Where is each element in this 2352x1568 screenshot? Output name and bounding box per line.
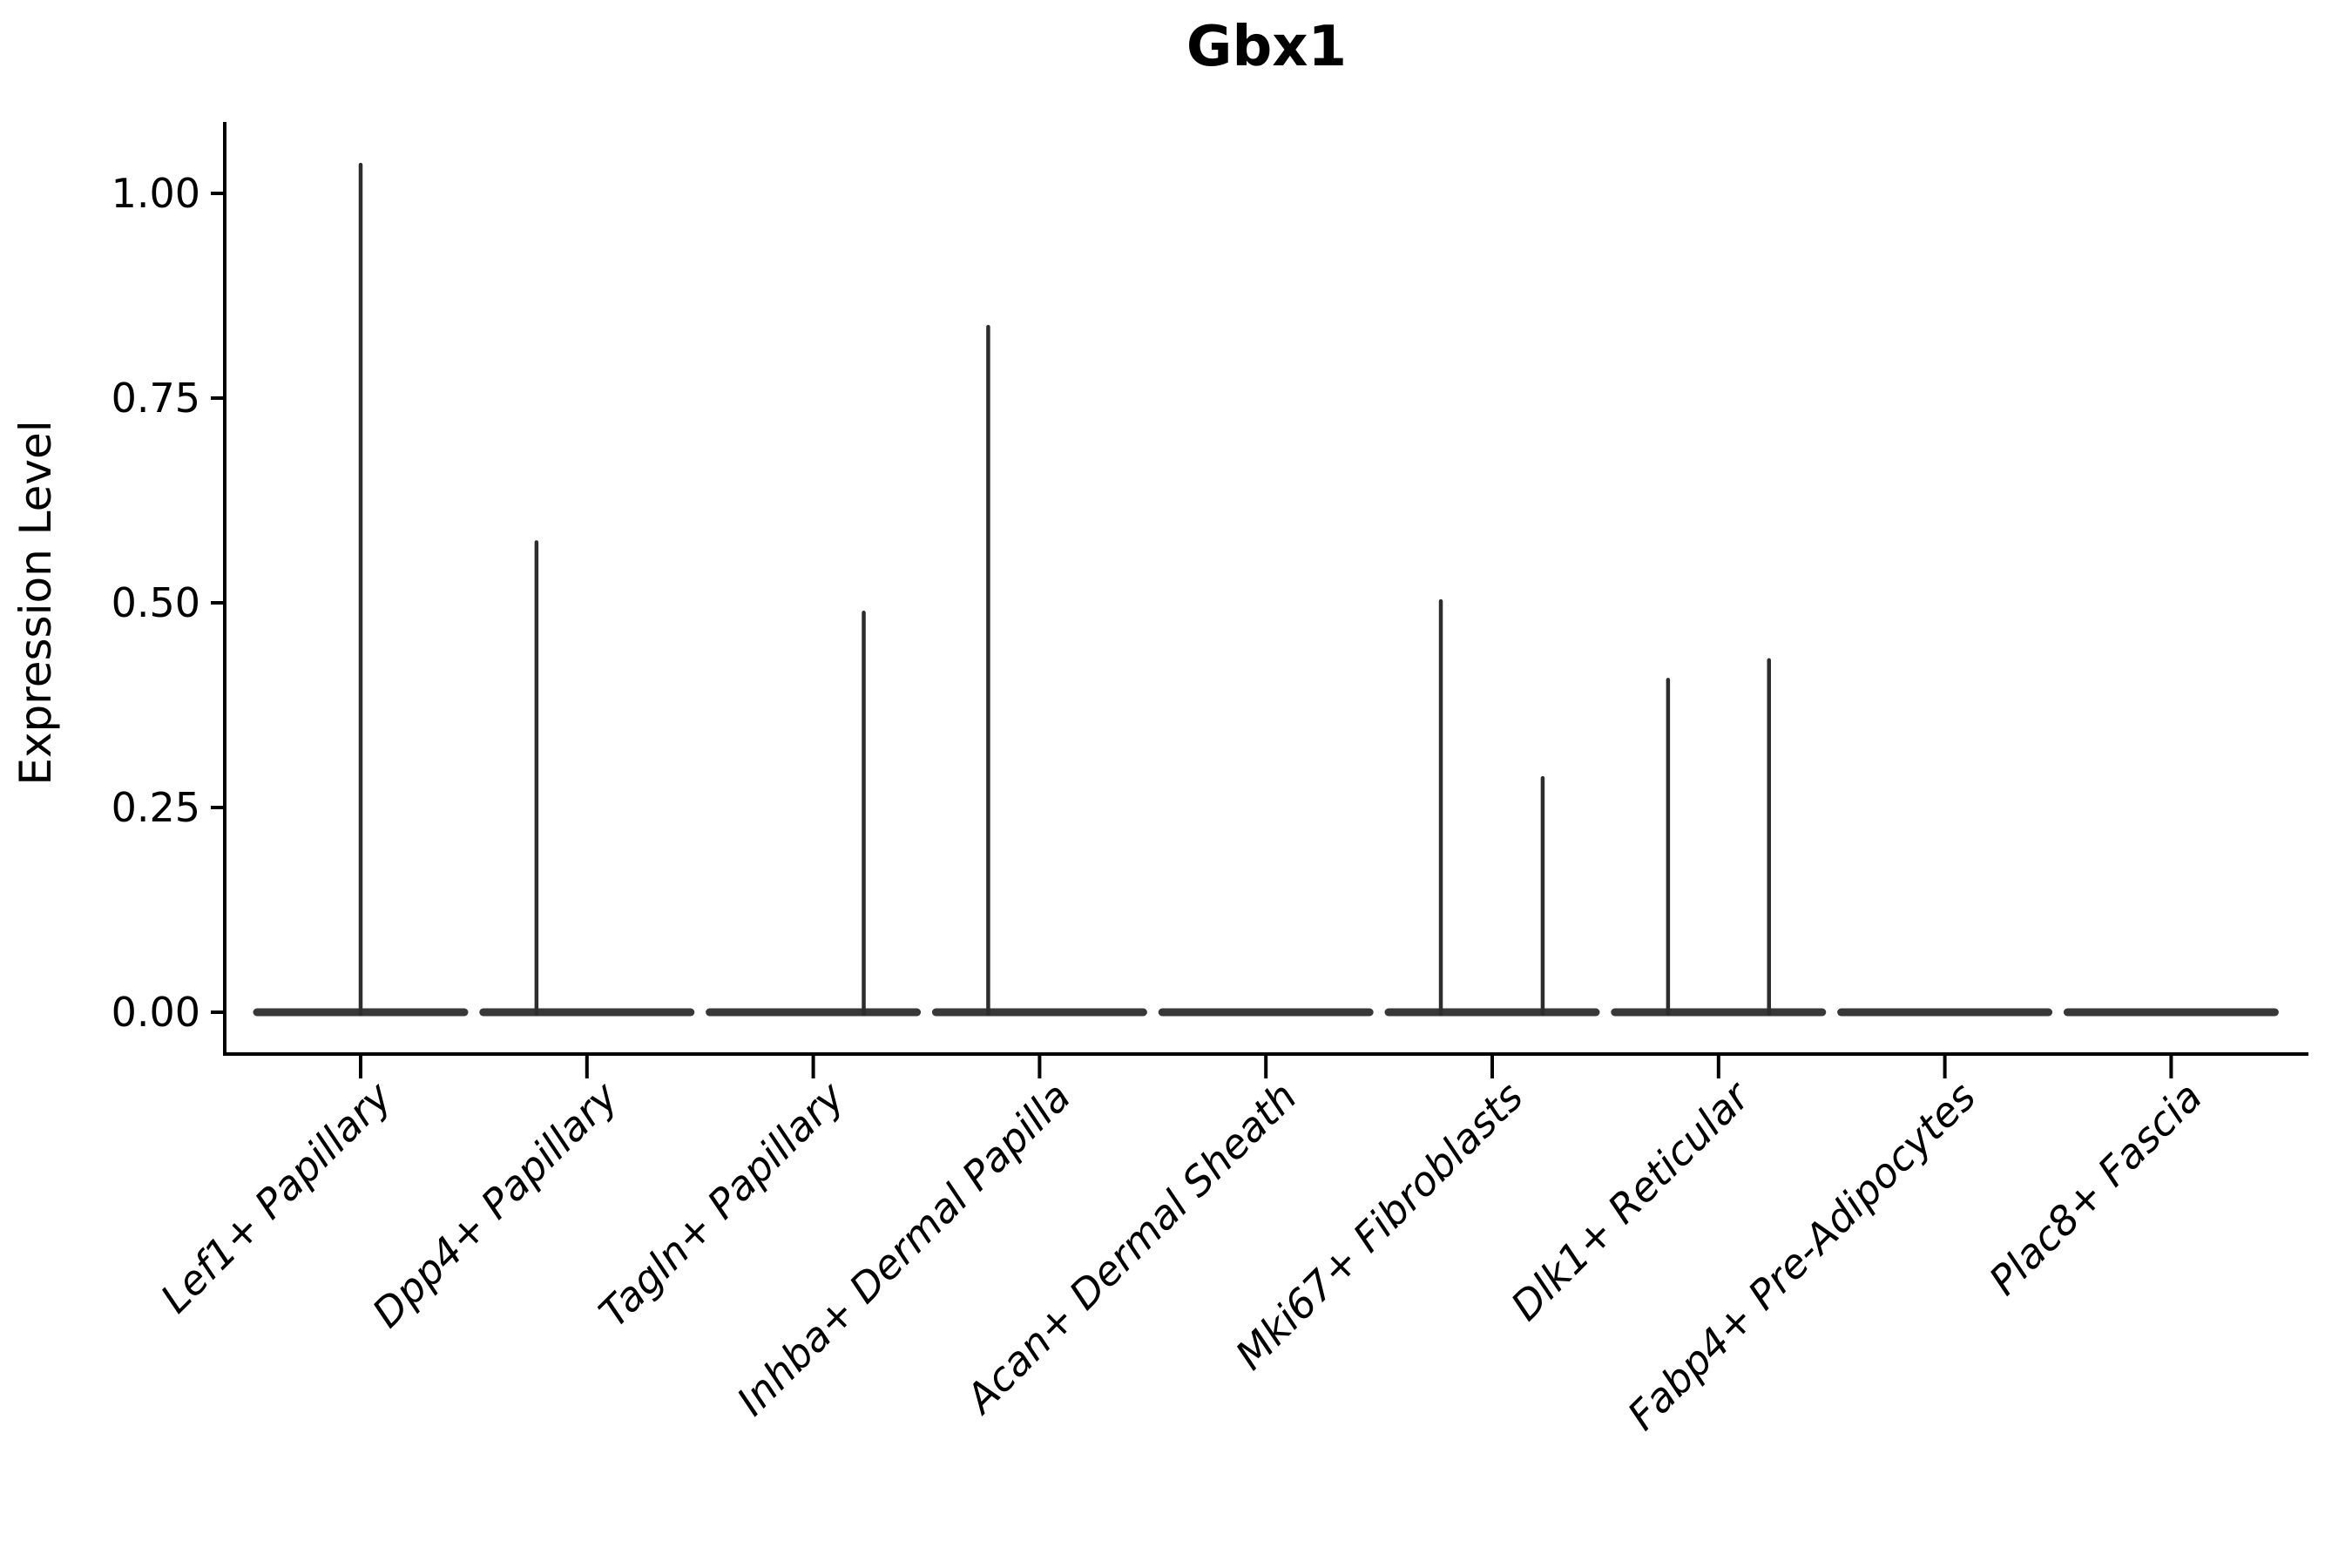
x-tick-label: Lef1+ Papillary (152, 1072, 401, 1321)
x-tick-label: Tagln+ Papillary (590, 1072, 854, 1336)
x-tick-label: Dpp4+ Papillary (363, 1072, 627, 1336)
x-tick-label: Plac8+ Fascia (1980, 1073, 2211, 1304)
y-tick-label: 0.25 (112, 784, 200, 831)
y-tick-label: 0.75 (112, 375, 200, 422)
y-tick-label: 1.00 (112, 170, 200, 217)
x-tick-label: Dlk1+ Reticular (1502, 1071, 1761, 1329)
y-axis-label: Expression Level (10, 420, 61, 785)
chart-title: Gbx1 (1186, 15, 1347, 79)
y-tick-label: 0.50 (112, 579, 200, 626)
y-tick-label: 0.00 (112, 989, 200, 1036)
